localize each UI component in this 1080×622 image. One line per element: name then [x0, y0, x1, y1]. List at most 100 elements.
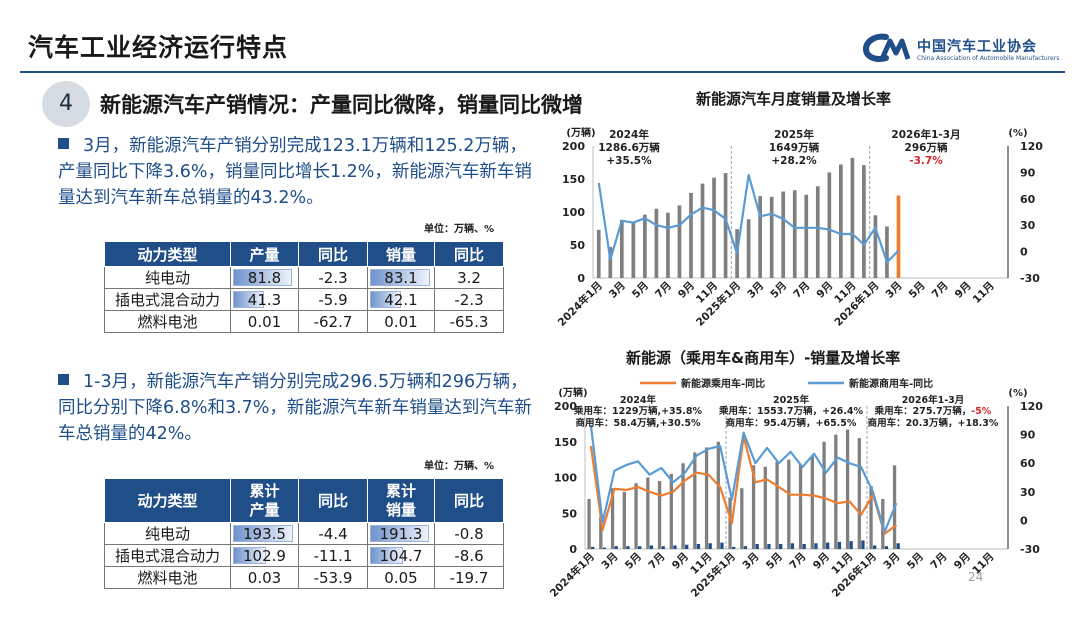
cell-production: 41.3 — [230, 288, 299, 311]
cell-production-value: 193.5 — [243, 524, 286, 543]
chart1-x-tick-label: 7月 — [930, 280, 951, 301]
cell-power-type: 燃料电池 — [104, 310, 231, 333]
chart2-x-tick-label: 7月 — [646, 551, 667, 572]
chart2-commercial-bar — [638, 546, 642, 549]
cell-power-type-value: 纯电动 — [144, 269, 190, 287]
chart2-passenger-bar — [869, 486, 873, 549]
table-row: 插电式混合动力 102.9 -11.1 104.7 -8.6 — [104, 544, 504, 567]
summary-paragraph-march: 3月，新能源汽车产销分别完成123.1万辆和125.2万辆，产量同比下降3.6%… — [58, 133, 538, 211]
chart1-left-tick-label: 0 — [577, 272, 585, 285]
chart1-bar — [862, 165, 866, 278]
chart2-right-unit: (%) — [1008, 388, 1027, 399]
data-bar — [370, 547, 404, 564]
cell-power-type: 纯电动 — [104, 266, 231, 289]
cell-sales-yoy-value: -0.8 — [454, 524, 484, 543]
chart2-passenger-bar — [845, 429, 850, 549]
chart2-commercial-bar — [614, 546, 618, 549]
chart1-bar — [873, 215, 878, 278]
chart2-x-tick-label: 9月 — [952, 551, 973, 572]
chart2-x-tick-label: 2024年1月 — [547, 550, 597, 600]
cell-production-yoy: -11.1 — [298, 544, 368, 567]
logo-chinese-name: 中国汽车工业协会 — [917, 39, 1037, 55]
chart1-right-tick-label: 60 — [1020, 193, 1036, 206]
caam-logo-icon — [862, 33, 911, 62]
chart2-annotation-label: 2024年 — [620, 394, 656, 406]
cell-production: 193.5 — [230, 522, 299, 545]
col-header-production-yoy: 同比 — [298, 478, 368, 523]
chart2-passenger-bar — [763, 466, 767, 549]
data-bar — [370, 269, 430, 286]
chart2-x-tick-label: 3月 — [740, 551, 761, 572]
chart1-title: 新能源汽车月度销量及增长率 — [696, 90, 892, 108]
chart1-bar — [804, 194, 809, 278]
cell-production-value: 41.3 — [247, 290, 282, 309]
chart2-commercial-bar — [826, 542, 830, 549]
chart1-left-tick-label: 150 — [562, 173, 585, 186]
chart2-commercial-bar — [685, 544, 689, 549]
chart1-x-tick-label: 3月 — [745, 280, 766, 301]
chart2-right-tick-label: 0 — [1020, 514, 1028, 527]
data-bar — [233, 269, 293, 286]
summary-text: 1-3月，新能源汽车产销分别完成296.5万辆和296万辆，同比分别下降6.8%… — [58, 372, 532, 444]
chart2-passenger-bar — [587, 498, 591, 549]
chart2-commercial-bar — [873, 545, 877, 549]
chart2-commercial-bar — [602, 547, 607, 549]
chart1-annotation-growth: -3.7% — [909, 155, 943, 167]
table-row: 燃料电池 0.01 -62.7 0.01 -65.3 — [104, 310, 504, 333]
chart2-commercial-bar — [591, 546, 595, 549]
cell-production: 0.03 — [230, 566, 299, 589]
chart2-x-tick-label: 11月 — [829, 551, 855, 577]
chart1-annotation-label: 2024年 — [609, 128, 649, 141]
cell-sales-yoy-value: -2.3 — [454, 290, 484, 309]
chart2-passenger-bar — [693, 452, 697, 549]
chart1-bar — [792, 190, 797, 278]
cell-production-yoy-value: -2.3 — [318, 268, 348, 287]
chart2-commercial-bar — [673, 545, 677, 549]
chart1-annotation-total: 1286.6万辆 — [598, 141, 660, 154]
chart1-right-tick-label: -30 — [1020, 272, 1040, 285]
chart1-bar — [654, 208, 659, 278]
chart1-x-tick-label: 5月 — [907, 280, 928, 301]
chart1-bar — [896, 195, 901, 278]
chart2-commercial-bar — [814, 543, 818, 549]
chart2-x-tick-label: 3月 — [881, 551, 902, 572]
chart1-x-tick-label: 2024年1月 — [555, 279, 605, 329]
cell-sales: 0.05 — [367, 566, 435, 589]
chart1-right-unit: (%) — [1008, 128, 1027, 139]
chart2-legend-passenger: 新能源乘用车-同比 — [681, 377, 765, 390]
chart2-x-tick-label: 9月 — [811, 551, 832, 572]
chart1-x-tick-label: 9月 — [953, 280, 974, 301]
col-header-type: 动力类型 — [104, 478, 231, 523]
chart2-commercial-bar — [626, 546, 630, 549]
cell-power-type: 插电式混合动力 — [104, 288, 231, 311]
cell-sales-value: 191.3 — [379, 524, 423, 543]
chart2-annotation-commercial: 商用车：95.4万辆，+65.5% — [726, 417, 857, 429]
chart1-x-tick-label: 3月 — [607, 280, 628, 301]
chart2-commercial-bar — [732, 546, 736, 549]
cell-sales-yoy: -65.3 — [434, 310, 504, 333]
data-bar — [370, 525, 430, 542]
chart1-x-tick-label: 5月 — [630, 280, 651, 301]
cell-power-type: 燃料电池 — [104, 566, 231, 589]
chart2-passenger-bar — [787, 459, 791, 549]
table2-unit-label: 单位：万辆、% — [424, 461, 495, 472]
chart2-annotation-label: 2026年1-3月 — [902, 394, 965, 406]
chart2-x-tick-label: 5月 — [623, 551, 644, 572]
cell-sales: 104.7 — [367, 544, 435, 567]
chart2-passenger-bar — [622, 491, 626, 549]
chart2-annotation-commercial: 商用车：20.3万辆，+18.3% — [868, 417, 999, 429]
chart1-annotation-label: 2025年 — [774, 128, 814, 141]
bullet-square-icon — [58, 374, 69, 385]
chart2-passenger-bar — [716, 441, 720, 549]
chart1-annotation-total: 296万辆 — [905, 141, 948, 154]
chart1-bar — [746, 219, 751, 278]
data-bar — [233, 547, 266, 564]
chart2-passenger-bar — [704, 447, 709, 549]
cell-production-value: 81.8 — [247, 268, 282, 287]
data-bar — [370, 291, 402, 308]
cell-sales-yoy: -2.3 — [434, 288, 504, 311]
chart1-x-tick-label: 2026年1月 — [832, 279, 882, 329]
chart2-commercial-bar — [861, 540, 865, 549]
chart1-bar — [723, 173, 728, 278]
chart1-right-tick-label: 120 — [1020, 140, 1043, 153]
